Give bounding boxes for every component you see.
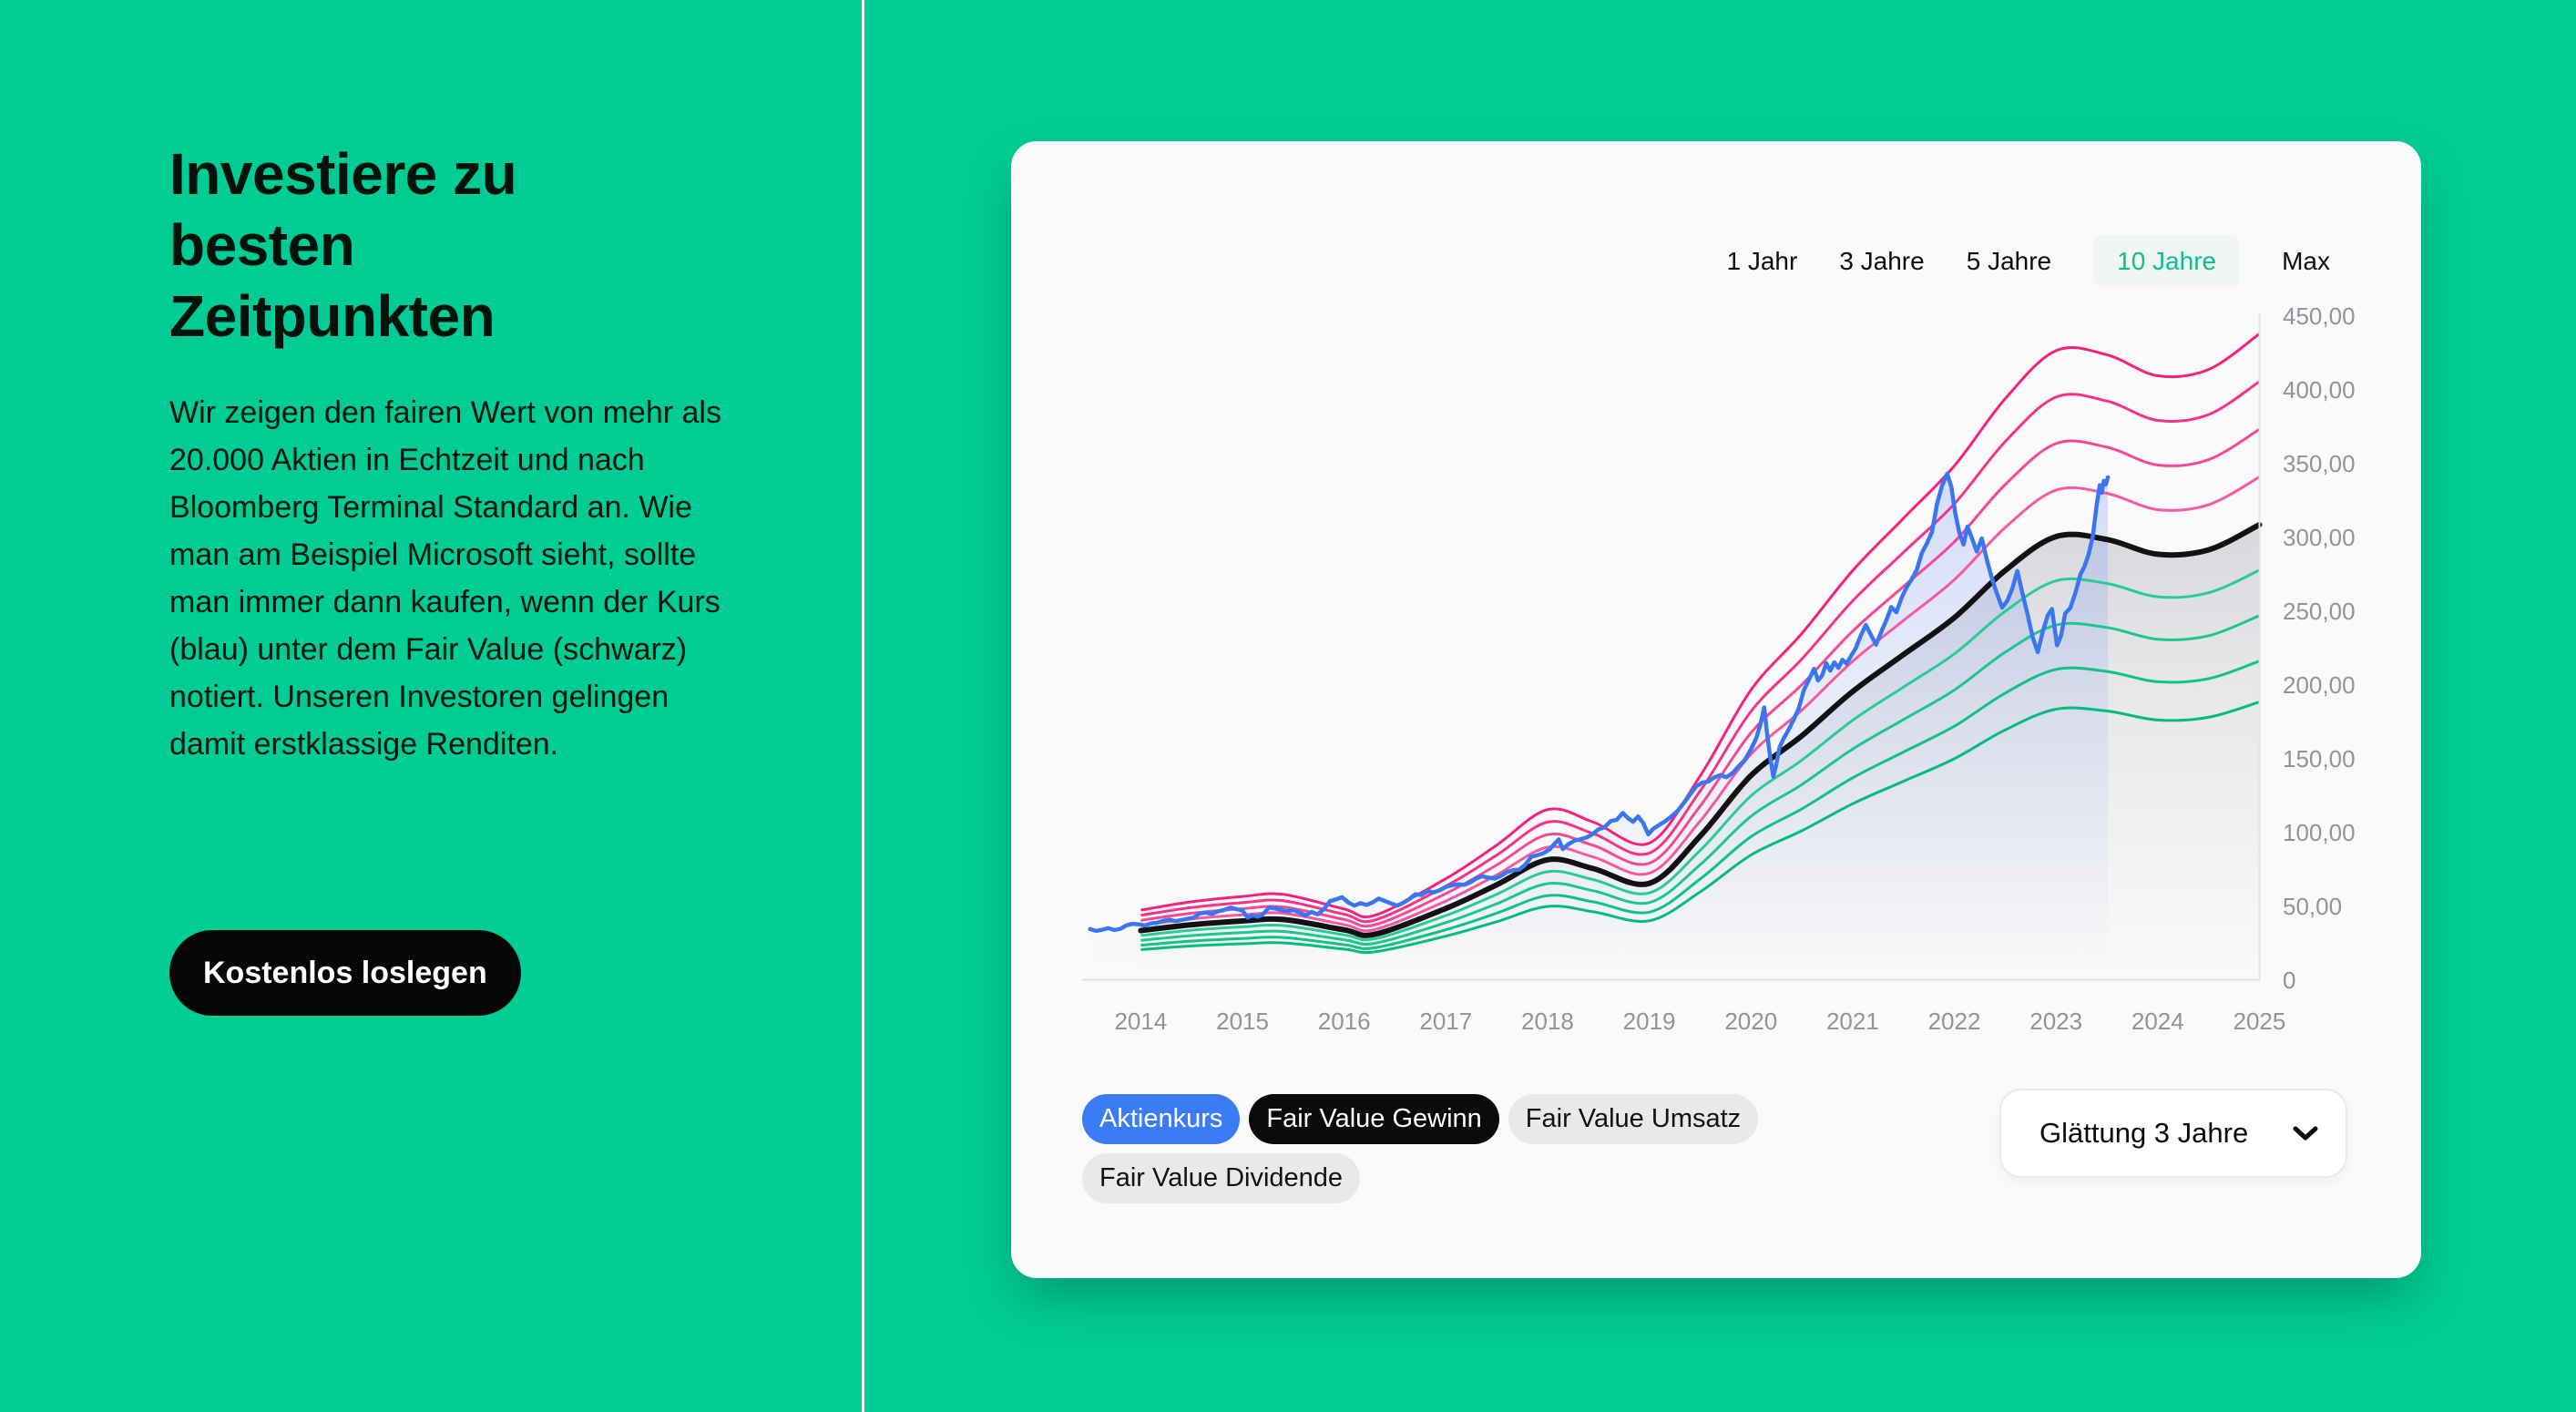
- time-range-tabs: 1 Jahr 3 Jahre 5 Jahre 10 Jahre Max: [1726, 235, 2330, 288]
- x-tick-label: 2020: [1724, 1008, 1777, 1035]
- legend-pill-aktienkurs[interactable]: Aktienkurs: [1082, 1094, 1241, 1144]
- legend-pill-fair-value-gewinn[interactable]: Fair Value Gewinn: [1249, 1094, 1499, 1144]
- tab-1-jahr[interactable]: 1 Jahr: [1726, 247, 1798, 275]
- x-tick-label: 2025: [2234, 1008, 2286, 1035]
- y-tick-label: 400,00: [2283, 376, 2356, 404]
- x-tick-label: 2022: [1928, 1008, 1981, 1035]
- chevron-down-icon: [2293, 1126, 2318, 1140]
- y-tick-label: 350,00: [2283, 450, 2356, 477]
- legend-pill-fair-value-dividende[interactable]: Fair Value Dividende: [1082, 1153, 1361, 1203]
- fair-value-line: [1138, 522, 2263, 938]
- section-divider: [862, 0, 864, 1412]
- fair-value-band-above-2: [1140, 428, 2261, 928]
- x-tick-label: 2014: [1114, 1008, 1167, 1035]
- x-tick-label: 2015: [1216, 1008, 1269, 1035]
- x-tick-label: 2016: [1318, 1008, 1371, 1035]
- x-tick-label: 2018: [1521, 1008, 1574, 1035]
- smoothing-dropdown[interactable]: Glättung 3 Jahre: [1999, 1089, 2347, 1178]
- fair-value-band-below-4: [1140, 701, 2260, 955]
- fair-value-band-below-1: [1140, 568, 2261, 942]
- y-tick-label: 100,00: [2283, 819, 2356, 846]
- tab-3-jahre[interactable]: 3 Jahre: [1839, 247, 1925, 275]
- tab-10-jahre[interactable]: 10 Jahre: [2093, 235, 2241, 288]
- x-tick-label: 2019: [1623, 1008, 1676, 1035]
- smoothing-dropdown-value: Glättung 3 Jahre: [2039, 1117, 2249, 1149]
- legend-pill-fair-value-umsatz[interactable]: Fair Value Umsatz: [1508, 1094, 1759, 1144]
- x-tick-label: 2024: [2131, 1008, 2184, 1035]
- page-title: Investiere zu besten Zeitpunkten: [169, 141, 517, 349]
- fair-value-band-below-2: [1140, 614, 2260, 946]
- y-tick-label: 250,00: [2283, 598, 2356, 625]
- fair-value-band-above-1: [1140, 476, 2261, 933]
- y-tick-label: 200,00: [2283, 671, 2356, 699]
- fair-value-chart[interactable]: 0 50,00 100,00 150,00 200,00 250,00 300,00 350,…: [1075, 301, 2423, 1039]
- chart-legend: Aktienkurs Fair Value Gewinn Fair Value Um…: [1082, 1094, 1774, 1203]
- fair-value-band-above-4: [1140, 333, 2261, 919]
- x-tick-label: 2021: [1826, 1008, 1879, 1035]
- fair-value-band-below-3: [1140, 660, 2260, 950]
- y-tick-label: 450,00: [2283, 302, 2356, 330]
- y-tick-label: 0: [2283, 967, 2295, 994]
- price-line: [1088, 471, 2111, 934]
- x-tick-label: 2023: [2029, 1008, 2082, 1035]
- x-tick-label: 2017: [1419, 1008, 1472, 1035]
- fair-value-band-above-3: [1140, 380, 2261, 924]
- tab-max[interactable]: Max: [2282, 247, 2330, 275]
- chart-card: 1 Jahr 3 Jahre 5 Jahre 10 Jahre Max 0 50,00 10…: [1011, 141, 2421, 1278]
- y-tick-label: 300,00: [2283, 524, 2356, 551]
- tab-5-jahre[interactable]: 5 Jahre: [1966, 247, 2052, 275]
- cta-button[interactable]: Kostenlos loslegen: [169, 930, 521, 1016]
- hero-description: Wir zeigen den fairen Wert von mehr als …: [169, 395, 721, 762]
- y-tick-label: 50,00: [2283, 893, 2342, 920]
- y-tick-label: 150,00: [2283, 745, 2356, 773]
- price-area: [1089, 474, 2109, 979]
